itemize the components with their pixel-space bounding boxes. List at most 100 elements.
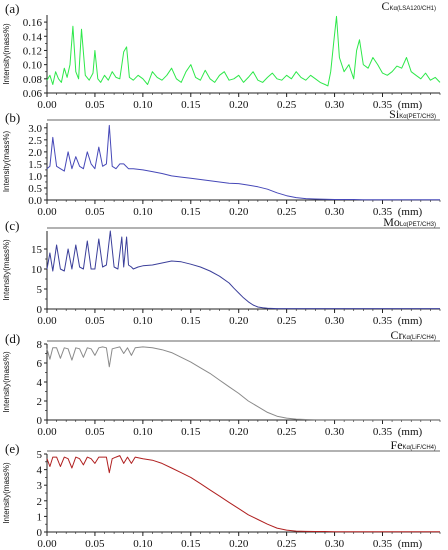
x-tick-label: 0.35 [373, 538, 393, 550]
line-subscript: Kα(LiF/CH4) [403, 445, 436, 451]
element-symbol: Cr [391, 328, 403, 342]
x-tick-label: 0.00 [37, 206, 57, 218]
y-tick-label: 4 [37, 377, 43, 389]
y-tick-label: 2.5 [28, 135, 42, 147]
line-subscript: Kα(LSA120/CH1) [390, 6, 437, 12]
chart-panel-d: 0 2 4 6 8 0.00 0.05 0.10 0.15 0.20 0.25 0.30 0.35 (mm… [2, 328, 441, 438]
y-tick-label: 10 [31, 264, 43, 276]
y-tick-label: 0 [37, 415, 43, 427]
x-axis-unit: (mm) [398, 426, 423, 438]
element-symbol: Mo [383, 215, 400, 229]
x-tick-label: 0.30 [325, 99, 345, 111]
x-tick-label: 0.10 [133, 206, 153, 218]
x-tick-label: 0.15 [181, 99, 201, 111]
x-tick-label: 0.15 [181, 426, 201, 438]
series-line [46, 455, 440, 533]
y-tick-label: 0.06 [23, 88, 43, 100]
x-axis-unit: (mm) [398, 99, 423, 111]
x-tick-label: 0.20 [229, 426, 249, 438]
line-subscript: Kα(PET/CH3) [399, 114, 436, 120]
y-tick-label: 2.0 [28, 147, 42, 159]
element-symbol: Si [389, 107, 400, 121]
element-line-label: CKα(LSA120/CH1) [381, 0, 436, 13]
series-line [46, 230, 440, 310]
x-axis-unit: (mm) [398, 206, 423, 218]
panel-label: (a) [5, 1, 19, 16]
x-tick-label: 0.10 [133, 538, 153, 550]
y-tick-label: 0.0 [28, 195, 42, 207]
y-tick-label: 0.10 [23, 60, 43, 72]
y-tick-label: 0.12 [23, 45, 42, 57]
series-line [46, 124, 440, 201]
x-tick-label: 0.10 [133, 99, 153, 111]
chart-panel-b: 0.00.51.01.52.02.53.0 0.00 0.05 0.10 0.15 0.2… [2, 107, 441, 218]
x-tick-label: 0.25 [277, 315, 297, 327]
y-tick-label: 0 [37, 304, 43, 316]
series-line [46, 346, 440, 421]
x-tick-label: 0.00 [37, 538, 57, 550]
x-tick-label: 0.05 [85, 206, 105, 218]
x-tick-label: 0.30 [325, 206, 345, 218]
panel-label: (d) [5, 331, 20, 346]
y-axis-label: Intensity(mass%) [2, 462, 11, 524]
x-tick-label: 0.10 [133, 315, 153, 327]
x-tick-label: 0.20 [229, 315, 249, 327]
x-tick-label: 0.25 [277, 99, 297, 111]
x-tick-label: 0.25 [277, 538, 297, 550]
x-tick-label: 0.25 [277, 426, 297, 438]
panel-label: (c) [5, 218, 19, 233]
element-line-label: CrKα(LiF/CH4) [391, 328, 436, 342]
y-tick-label: 4 [37, 465, 43, 477]
y-axis-label: Intensity(mass%) [2, 239, 11, 301]
x-axis-unit: (mm) [398, 538, 423, 550]
y-tick-label: 0.08 [23, 74, 43, 86]
x-tick-label: 0.15 [181, 538, 201, 550]
y-tick-label: 5 [37, 284, 43, 296]
x-tick-label: 0.30 [325, 538, 345, 550]
element-line-label: SiKα(PET/CH3) [389, 107, 436, 121]
line-subscript: Lα(PET/CH3) [400, 222, 436, 228]
x-tick-label: 0.20 [229, 206, 249, 218]
x-tick-label: 0.20 [229, 99, 249, 111]
y-tick-label: 0.5 [28, 183, 42, 195]
chart-panel-c: 0 5 10 15 0.00 0.05 0.10 0.15 0.20 0.25 0.30 0.35 (m… [2, 215, 441, 327]
y-axis-label: Intensity(mass%) [2, 130, 11, 192]
y-tick-label: 0.14 [23, 31, 43, 43]
x-tick-label: 0.00 [37, 99, 57, 111]
y-tick-label: 1.5 [28, 159, 42, 171]
x-tick-label: 0.15 [181, 206, 201, 218]
element-line-label: MoLα(PET/CH3) [383, 215, 436, 229]
y-tick-label: 3 [37, 480, 43, 492]
x-tick-label: 0.20 [229, 538, 249, 550]
x-tick-label: 0.00 [37, 315, 57, 327]
series-line [46, 15, 441, 87]
x-axis-unit: (mm) [398, 315, 423, 327]
y-tick-label: 0.16 [23, 17, 43, 29]
x-tick-label: 0.05 [85, 426, 105, 438]
line-subscript: Kα(LiF/CH4) [403, 335, 436, 341]
y-tick-label: 1.0 [28, 171, 42, 183]
y-tick-label: 0 [37, 527, 43, 539]
x-tick-label: 0.10 [133, 426, 153, 438]
x-tick-label: 0.35 [373, 99, 393, 111]
x-tick-label: 0.30 [325, 426, 345, 438]
element-symbol: C [381, 0, 389, 13]
x-tick-label: 0.35 [373, 315, 393, 327]
element-line-label: FeKα(LiF/CH4) [391, 438, 436, 452]
y-tick-label: 1 [37, 511, 43, 523]
y-tick-label: 15 [31, 244, 43, 256]
panel-label: (b) [5, 110, 20, 125]
x-tick-label: 0.05 [85, 315, 105, 327]
y-tick-label: 5 [37, 449, 43, 461]
panel-label: (e) [5, 441, 19, 456]
x-tick-label: 0.30 [325, 315, 345, 327]
y-tick-label: 3.0 [28, 123, 42, 135]
x-tick-label: 0.00 [37, 426, 57, 438]
chart-panel-a: 0.06 0.08 0.10 0.12 0.14 0.16 0.00 0.05 0.10 0.15… [2, 0, 441, 111]
element-symbol: Fe [391, 438, 403, 452]
x-tick-label: 0.15 [181, 315, 201, 327]
y-tick-label: 6 [37, 358, 43, 370]
x-tick-label: 0.25 [277, 206, 297, 218]
y-tick-label: 2 [37, 396, 43, 408]
